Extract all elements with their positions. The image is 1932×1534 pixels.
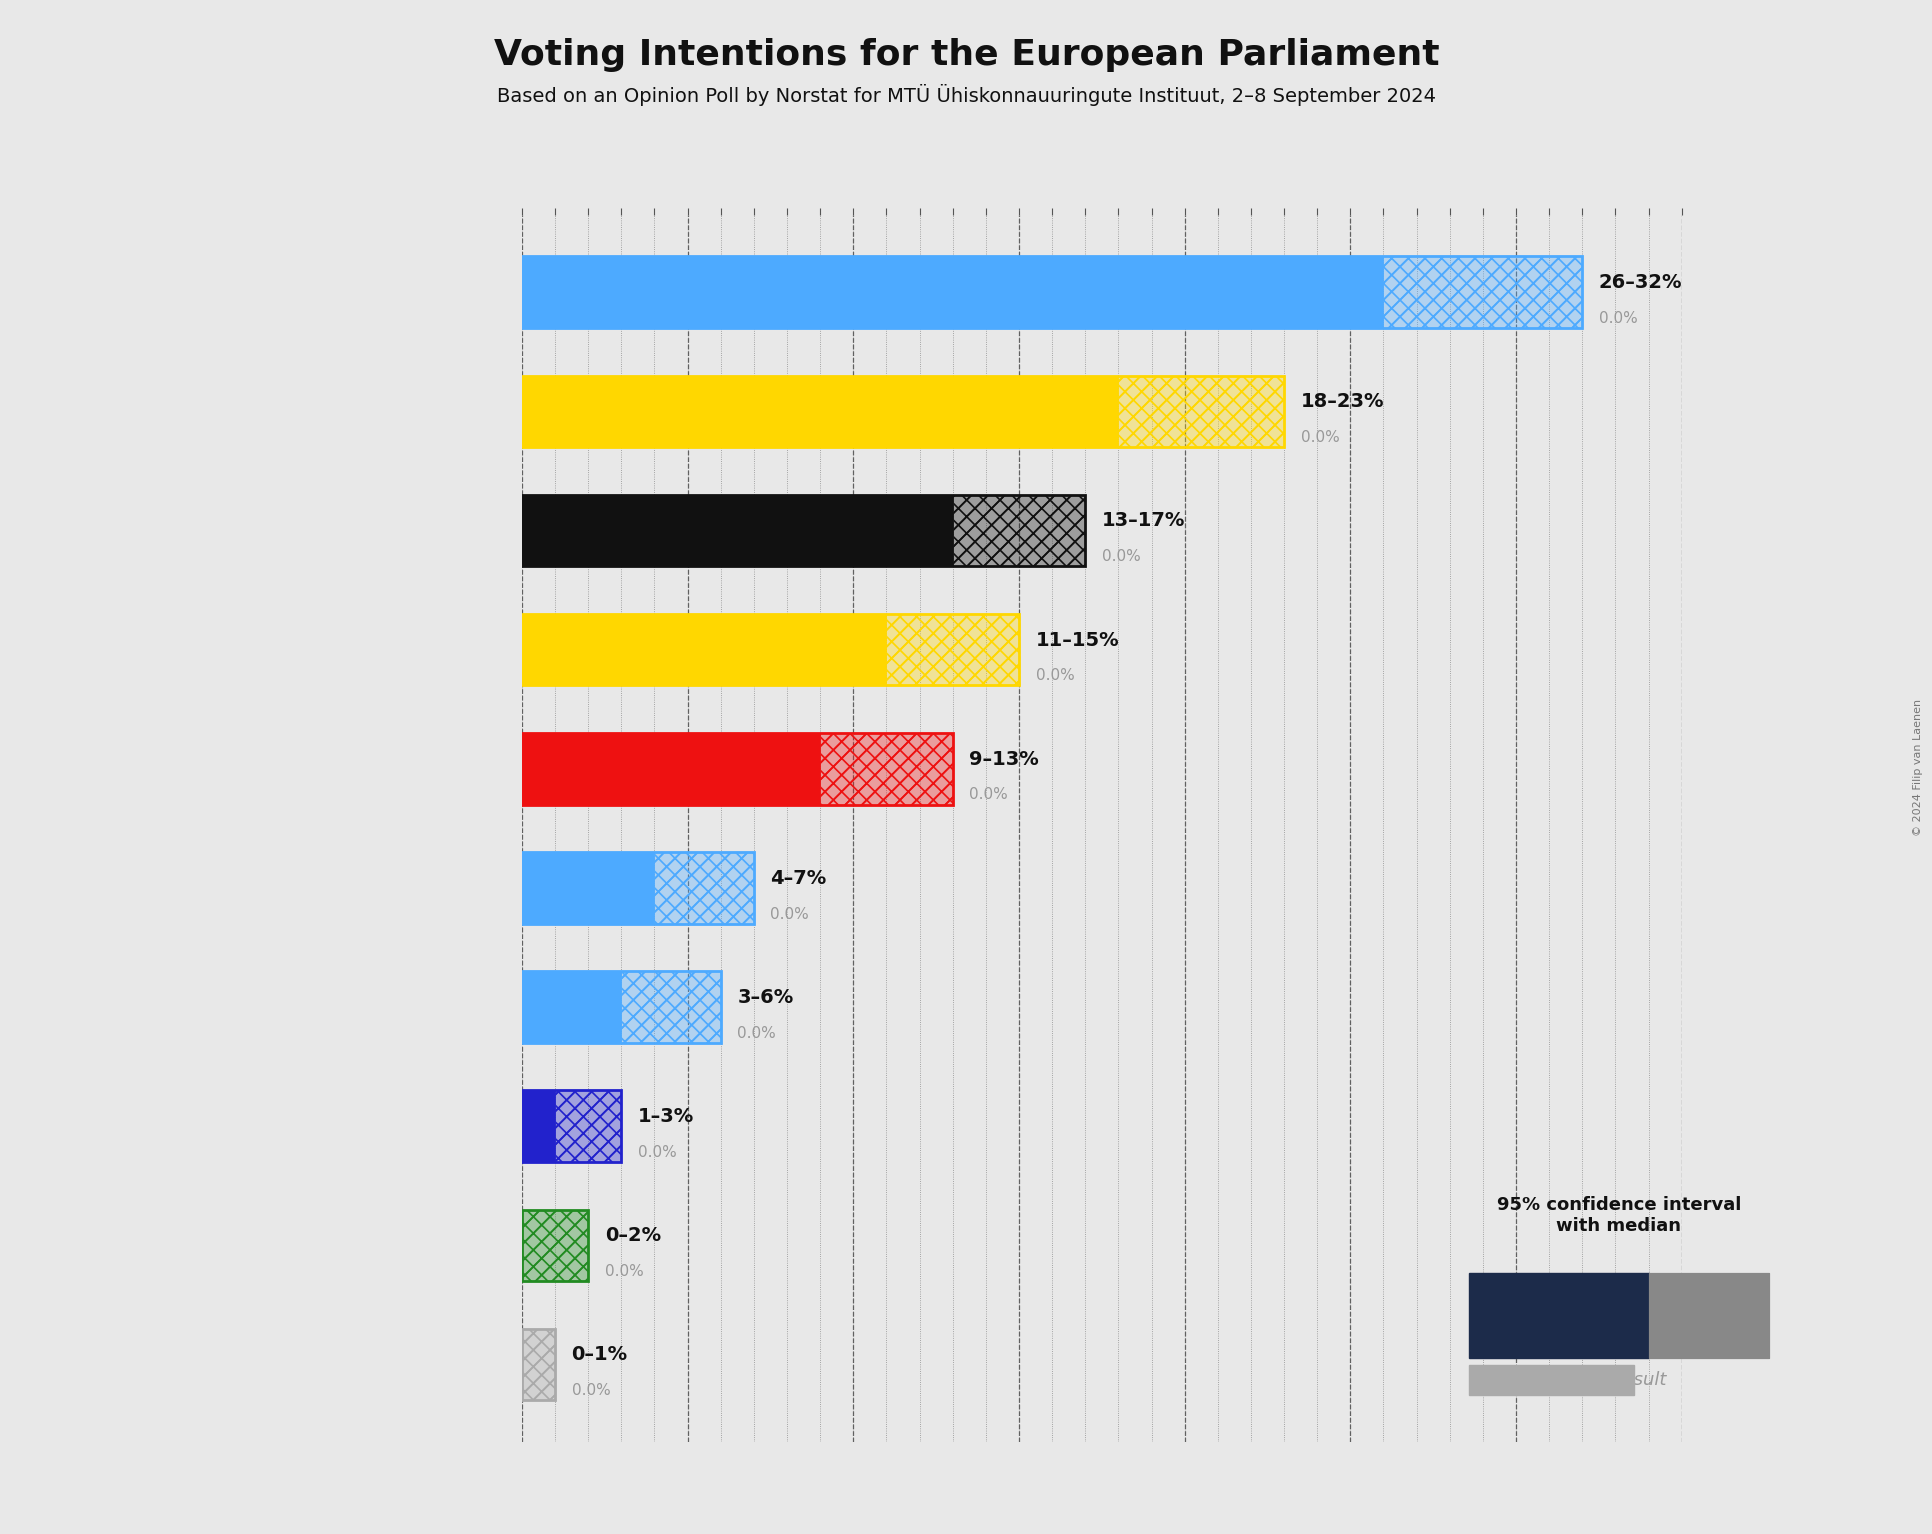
Bar [522, 495, 1084, 566]
Text: 0.0%: 0.0% [771, 907, 810, 922]
Text: 0.0%: 0.0% [1036, 669, 1074, 683]
Bar [522, 1328, 554, 1401]
Bar [554, 1091, 620, 1161]
Bar [1119, 376, 1283, 446]
Text: 26–32%: 26–32% [1598, 273, 1681, 291]
Bar [522, 1210, 587, 1281]
Bar [1383, 256, 1582, 328]
Bar [952, 495, 1084, 566]
Bar [887, 614, 1018, 686]
Bar [522, 1091, 554, 1161]
Bar [522, 1328, 554, 1401]
Bar [522, 614, 887, 686]
Bar [522, 376, 1119, 446]
Bar [522, 256, 1383, 328]
Text: 0.0%: 0.0% [638, 1144, 676, 1160]
Text: 0.0%: 0.0% [736, 1026, 775, 1040]
Bar [522, 971, 721, 1043]
Bar [819, 733, 952, 804]
Bar [887, 614, 1018, 686]
Bar [620, 971, 721, 1043]
Bar [620, 971, 721, 1043]
Bar [522, 495, 952, 566]
Bar [1383, 256, 1582, 328]
Text: 0.0%: 0.0% [1101, 549, 1140, 565]
Text: 0.0%: 0.0% [572, 1384, 611, 1397]
Bar [554, 1091, 620, 1161]
Bar [655, 853, 753, 923]
Text: 4–7%: 4–7% [771, 868, 827, 888]
Text: 13–17%: 13–17% [1101, 511, 1184, 531]
Text: © 2024 Filip van Laenen: © 2024 Filip van Laenen [1913, 698, 1922, 836]
Bar [952, 495, 1084, 566]
Bar [1119, 376, 1283, 446]
Bar [522, 1210, 587, 1281]
Text: 0–2%: 0–2% [605, 1226, 661, 1246]
Text: 11–15%: 11–15% [1036, 630, 1119, 649]
Bar [522, 1328, 554, 1401]
Bar [522, 256, 1582, 328]
Bar [522, 733, 952, 804]
Bar [554, 1091, 620, 1161]
Bar [655, 853, 753, 923]
Text: 3–6%: 3–6% [736, 988, 794, 1006]
Text: 0.0%: 0.0% [605, 1264, 643, 1279]
Bar [522, 971, 620, 1043]
Bar [819, 733, 952, 804]
Bar [655, 853, 753, 923]
Bar [522, 1210, 587, 1281]
Text: 0–1%: 0–1% [572, 1345, 628, 1364]
Bar [522, 614, 1018, 686]
Text: 95% confidence interval
with median: 95% confidence interval with median [1495, 1197, 1741, 1235]
Text: 0.0%: 0.0% [968, 787, 1007, 802]
Text: 9–13%: 9–13% [968, 750, 1039, 769]
Bar [887, 614, 1018, 686]
Bar [1383, 256, 1582, 328]
Bar [620, 971, 721, 1043]
Text: Based on an Opinion Poll by Norstat for MTÜ Ühiskonnauuringute Instituut, 2–8 Se: Based on an Opinion Poll by Norstat for … [497, 84, 1435, 106]
Bar [522, 733, 819, 804]
Bar [522, 853, 753, 923]
Text: 0.0%: 0.0% [1300, 430, 1339, 445]
Bar [1119, 376, 1283, 446]
Bar [522, 1091, 620, 1161]
Bar [522, 376, 1283, 446]
Text: 1–3%: 1–3% [638, 1108, 694, 1126]
Text: 0.0%: 0.0% [1598, 311, 1636, 325]
Bar [522, 853, 655, 923]
Text: Voting Intentions for the European Parliament: Voting Intentions for the European Parli… [493, 38, 1439, 72]
Bar [522, 1328, 554, 1401]
Text: Last result: Last result [1571, 1371, 1665, 1388]
Text: 18–23%: 18–23% [1300, 393, 1383, 411]
Bar [952, 495, 1084, 566]
Bar [522, 1210, 587, 1281]
Bar [819, 733, 952, 804]
